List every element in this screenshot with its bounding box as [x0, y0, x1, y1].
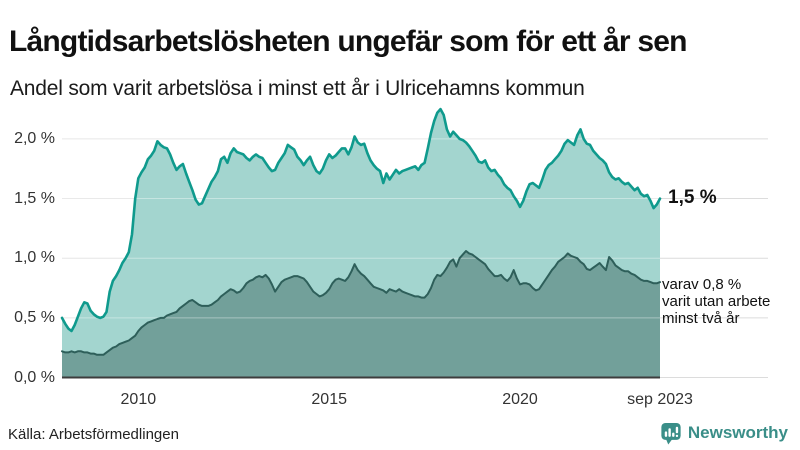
- newsworthy-bubble-chart-icon: [661, 422, 681, 444]
- source-label: Källa: Arbetsförmedlingen: [8, 426, 179, 443]
- chart-subtitle: Andel som varit arbetslösa i minst ett å…: [10, 77, 585, 100]
- newsworthy-logo: Newsworthy: [660, 421, 788, 445]
- newsworthy-wordmark: Newsworthy: [687, 423, 788, 442]
- series-min-two-years-line: [61, 250, 661, 356]
- subset-annotation-line-2: varit utan arbete: [662, 293, 771, 310]
- subset-annotation-line-1: varav 0,8 %: [662, 276, 742, 293]
- series-min-two-years-area: [62, 251, 660, 378]
- chart-title: Långtidsarbetslösheten ungefär som för e…: [9, 25, 687, 59]
- subset-value-annotation: varav 0,8 % varit utan arbete minst två …: [662, 276, 770, 327]
- latest-value-label: 1,5 %: [668, 187, 717, 208]
- subset-annotation-line-3: minst två år: [662, 310, 740, 327]
- series-min-one-year-line: [60, 107, 662, 333]
